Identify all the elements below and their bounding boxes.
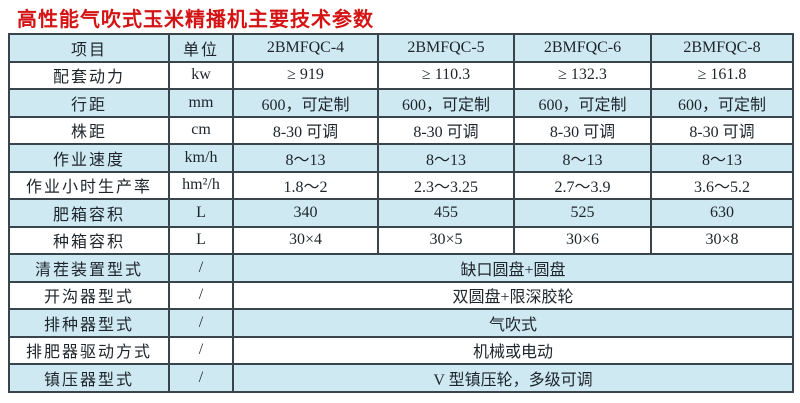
header-row: 项目 单位 2BMFQC-4 2BMFQC-5 2BMFQC-6 2BMFQC-… <box>8 33 794 63</box>
row-unit: km/h <box>168 143 234 173</box>
cell-value: 1.8～2 <box>232 170 379 200</box>
table-row-row-spacing: 行距 mm 600，可定制 600，可定制 600，可定制 600，可定制 <box>8 88 794 118</box>
cell-value: 8-30 可调 <box>650 115 794 145</box>
row-label: 排种器型式 <box>8 308 170 338</box>
row-unit: L <box>168 198 234 228</box>
cell-value: 8-30 可调 <box>232 115 379 145</box>
table-row-furrow-opener-type: 开沟器型式 / 双圆盘+限深胶轮 <box>8 280 794 310</box>
col-header-item: 项目 <box>8 33 170 63</box>
cell-value: ≥ 110.3 <box>377 60 515 90</box>
cell-merged-value: V 型镇压轮，多级可调 <box>232 363 794 393</box>
cell-value: 455 <box>377 198 515 228</box>
cell-value: 30×6 <box>513 225 652 255</box>
table-row-working-speed: 作业速度 km/h 8～13 8～13 8～13 8～13 <box>8 143 794 173</box>
row-unit: / <box>168 280 234 310</box>
row-label: 作业小时生产率 <box>8 170 170 200</box>
cell-value: ≥ 161.8 <box>650 60 794 90</box>
cell-value: 600，可定制 <box>650 88 794 118</box>
col-header-model-2bmfqc-4: 2BMFQC-4 <box>232 33 379 63</box>
cell-value: 30×8 <box>650 225 794 255</box>
col-header-model-2bmfqc-5: 2BMFQC-5 <box>377 33 515 63</box>
cell-value: 8～13 <box>513 143 652 173</box>
cell-value: 8-30 可调 <box>377 115 515 145</box>
cell-value: ≥ 919 <box>232 60 379 90</box>
cell-value: 30×5 <box>377 225 515 255</box>
row-unit: / <box>168 363 234 393</box>
cell-value: 2.3～3.25 <box>377 170 515 200</box>
row-unit: / <box>168 253 234 283</box>
cell-value: 600，可定制 <box>232 88 379 118</box>
row-label: 种箱容积 <box>8 225 170 255</box>
table-row-press-wheel-type: 镇压器型式 / V 型镇压轮，多级可调 <box>8 363 794 393</box>
cell-merged-value: 缺口圆盘+圆盘 <box>232 253 794 283</box>
row-label: 肥箱容积 <box>8 198 170 228</box>
cell-value: 8～13 <box>232 143 379 173</box>
table-row-plant-spacing: 株距 cm 8-30 可调 8-30 可调 8-30 可调 8-30 可调 <box>8 115 794 145</box>
row-label: 行距 <box>8 88 170 118</box>
table-row-stubble-cleaner-type: 清茬装置型式 / 缺口圆盘+圆盘 <box>8 253 794 283</box>
row-label: 镇压器型式 <box>8 363 170 393</box>
col-header-model-2bmfqc-8: 2BMFQC-8 <box>650 33 794 63</box>
cell-merged-value: 双圆盘+限深胶轮 <box>232 280 794 310</box>
cell-value: 525 <box>513 198 652 228</box>
cell-value: 600，可定制 <box>377 88 515 118</box>
cell-merged-value: 机械或电动 <box>232 335 794 365</box>
cell-value: 30×4 <box>232 225 379 255</box>
col-header-unit: 单位 <box>168 33 234 63</box>
row-unit: L <box>168 225 234 255</box>
row-unit: mm <box>168 88 234 118</box>
row-label: 配套动力 <box>8 60 170 90</box>
cell-merged-value: 气吹式 <box>232 308 794 338</box>
row-label: 作业速度 <box>8 143 170 173</box>
table-row-seed-box-volume: 种箱容积 L 30×4 30×5 30×6 30×8 <box>8 225 794 255</box>
row-unit: hm²/h <box>168 170 234 200</box>
table-row-fertilizer-drive-mode: 排肥器驱动方式 / 机械或电动 <box>8 335 794 365</box>
row-unit: / <box>168 308 234 338</box>
table-row-matched-power: 配套动力 kw ≥ 919 ≥ 110.3 ≥ 132.3 ≥ 161.8 <box>8 60 794 90</box>
col-header-model-2bmfqc-6: 2BMFQC-6 <box>513 33 652 63</box>
table-row-seed-meter-type: 排种器型式 / 气吹式 <box>8 308 794 338</box>
cell-value: 8～13 <box>377 143 515 173</box>
cell-value: 630 <box>650 198 794 228</box>
table-row-fertilizer-box-volume: 肥箱容积 L 340 455 525 630 <box>8 198 794 228</box>
spec-table: 项目 单位 2BMFQC-4 2BMFQC-5 2BMFQC-6 2BMFQC-… <box>8 33 794 393</box>
cell-value: 2.7～3.9 <box>513 170 652 200</box>
row-label: 株距 <box>8 115 170 145</box>
row-unit: / <box>168 335 234 365</box>
page-title: 高性能气吹式玉米精播机主要技术参数 <box>17 9 374 31</box>
row-label: 排肥器驱动方式 <box>8 335 170 365</box>
row-unit: kw <box>168 60 234 90</box>
row-label: 开沟器型式 <box>8 280 170 310</box>
cell-value: 3.6～5.2 <box>650 170 794 200</box>
table-row-hourly-productivity: 作业小时生产率 hm²/h 1.8～2 2.3～3.25 2.7～3.9 3.6… <box>8 170 794 200</box>
cell-value: 340 <box>232 198 379 228</box>
row-label: 清茬装置型式 <box>8 253 170 283</box>
cell-value: 8～13 <box>650 143 794 173</box>
cell-value: ≥ 132.3 <box>513 60 652 90</box>
cell-value: 600，可定制 <box>513 88 652 118</box>
row-unit: cm <box>168 115 234 145</box>
cell-value: 8-30 可调 <box>513 115 652 145</box>
